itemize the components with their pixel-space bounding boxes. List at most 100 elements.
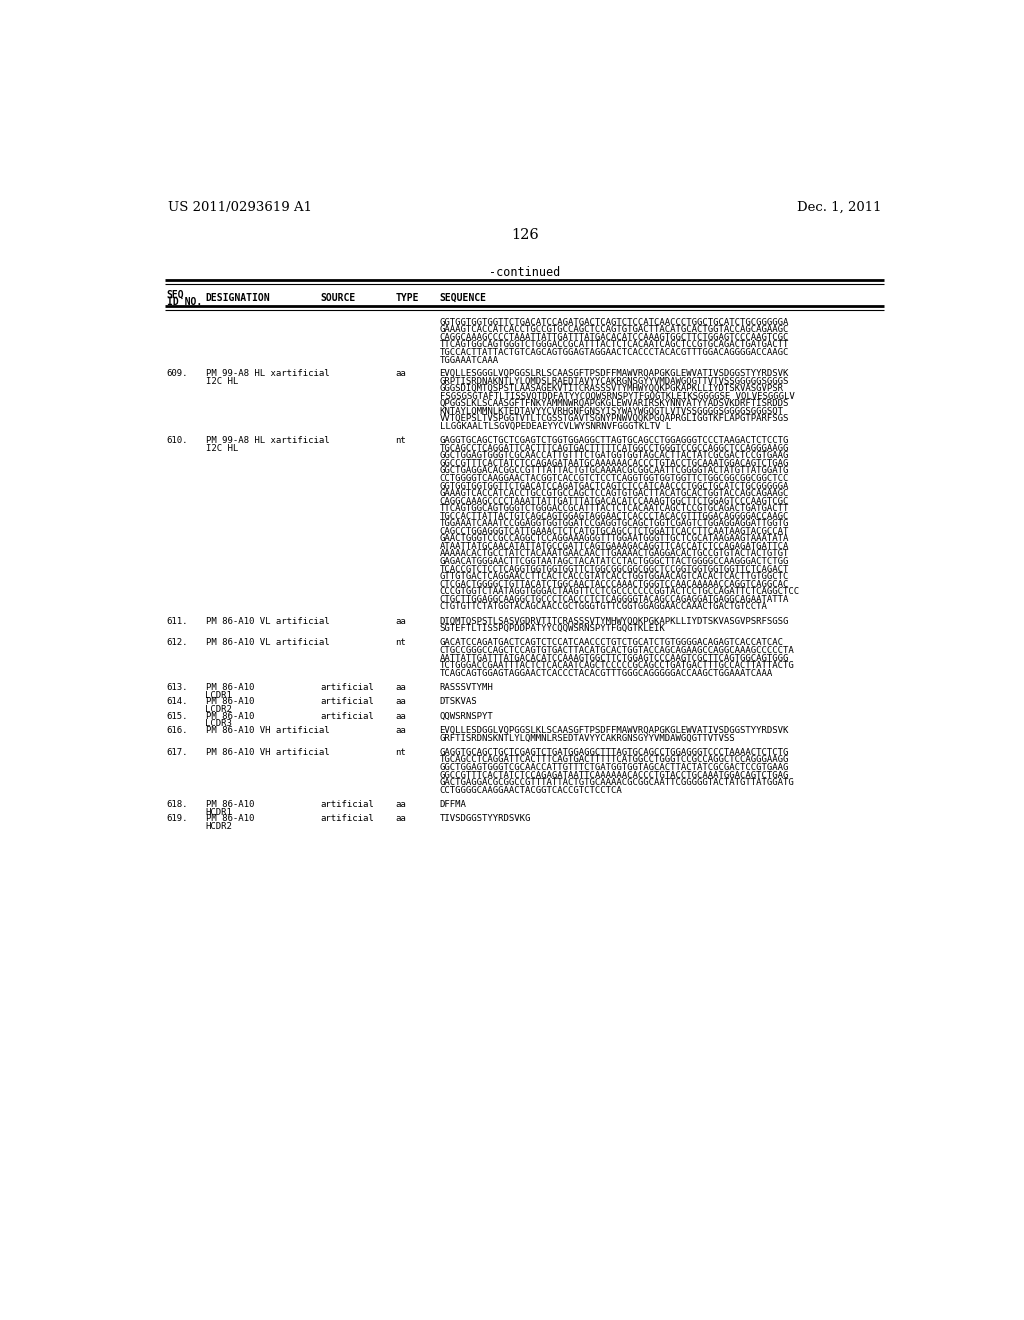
Text: DIQMTQSPSTLSASVGDRVTITCRASSSVTYMHWYQQKPGKAPKLLIYDTSKVASGVPSRFSGSG: DIQMTQSPSTLSASVGDRVTITCRASSSVTYMHWYQQKPG… xyxy=(439,616,788,626)
Text: TGGAAATCAAATCCGGAGGTGGTGGATCCGAGGTGCAGCTGGTCGAGTCTGGAGGAGGATTGGTG: TGGAAATCAAATCCGGAGGTGGTGGATCCGAGGTGCAGCT… xyxy=(439,519,788,528)
Text: LCDR2: LCDR2 xyxy=(206,705,232,714)
Text: PM 86-A10: PM 86-A10 xyxy=(206,697,254,706)
Text: aa: aa xyxy=(395,814,407,824)
Text: ATAATTATGCAACATATTATGCCGATTCAGTGAAAGACAGGTTCACCATCTCCAGAGATGATTCA: ATAATTATGCAACATATTATGCCGATTCAGTGAAAGACAG… xyxy=(439,543,788,550)
Text: 613.: 613. xyxy=(167,682,188,692)
Text: PM 86-A10: PM 86-A10 xyxy=(206,711,254,721)
Text: artificial: artificial xyxy=(321,711,374,721)
Text: TGGAAATCAAA: TGGAAATCAAA xyxy=(439,355,499,364)
Text: GAAAGTCACCATCACCTGCCGTGCCAGCTCCAGTGTGACTTACATGCACTGGTACCAGCAGAAGC: GAAAGTCACCATCACCTGCCGTGCCAGCTCCAGTGTGACT… xyxy=(439,490,788,498)
Text: CTCGACTGGGGCTGTTACATCTGGCAACTACCCAAACTGGGTCCAACAAAAACCAGGTCAGGCAC: CTCGACTGGGGCTGTTACATCTGGCAACTACCCAAACTGG… xyxy=(439,579,788,589)
Text: GTTGTGACTCAGGAACCTTCACTCACCGTATCACCTGGTGGAACAGTCACACTCACTTGTGGCTC: GTTGTGACTCAGGAACCTTCACTCACCGTATCACCTGGTG… xyxy=(439,572,788,581)
Text: GRPTISRDNAKNTLYLQMDSLRAEDTAVYYCAKRGNSGYYVMDAWGQGTTVTVSSGGGGGSGGGS: GRPTISRDNAKNTLYLQMDSLRAEDTAVYYCAKRGNSGYY… xyxy=(439,376,788,385)
Text: GACTGAGGACGCGGCCGTTTATTACTGTGCAAAACGCGGCAATTCGGGGGTACTATGTTATGGATG: GACTGAGGACGCGGCCGTTTATTACTGTGCAAAACGCGGC… xyxy=(439,777,795,787)
Text: TYPE: TYPE xyxy=(395,293,419,304)
Text: VVTQEPSLTVSPGGTVTLTCGSSTGAVTSGNYPNWVQQKPGQAPRGLIGGTKFLAPGTPARFSGS: VVTQEPSLTVSPGGTVTLTCGSSTGAVTSGNYPNWVQQKP… xyxy=(439,414,788,424)
Text: CCTGGGGCAAGGAACTACGGTCACCGTCTCCTCA: CCTGGGGCAAGGAACTACGGTCACCGTCTCCTCA xyxy=(439,785,623,795)
Text: 126: 126 xyxy=(511,227,539,242)
Text: GGGSDIQMTQSPSTLAASAGEKVTITCRASSSVTYMHWYQQKPGKAPKLLIYDTSKVASGVPSR: GGGSDIQMTQSPSTLAASAGEKVTITCRASSSVTYMHWYQ… xyxy=(439,384,783,393)
Text: LLGGKAALTLSGVQPEDEAEYYCVLWYSNRNVFGGGTKLTV L: LLGGKAALTLSGVQPEDEAEYYCVLWYSNRNVFGGGTKLT… xyxy=(439,422,671,430)
Text: I2C HL: I2C HL xyxy=(206,444,238,453)
Text: EVQLLESGGGLVQPGGSLRLSCAASGFTPSDFFMAWVRQAPGKGLEWVATIVSDGGSTYYRDSVK: EVQLLESGGGLVQPGGSLRLSCAASGFTPSDFFMAWVRQA… xyxy=(439,370,788,378)
Text: aa: aa xyxy=(395,697,407,706)
Text: SOURCE: SOURCE xyxy=(321,293,355,304)
Text: DFFMA: DFFMA xyxy=(439,800,466,809)
Text: AATTATTGATTTATGACACATCCAAAGTGGCTTCTGGAGTCCCAAGTCGCTTCAGTGGCAGTGGG: AATTATTGATTTATGACACATCCAAAGTGGCTTCTGGAGT… xyxy=(439,653,788,663)
Text: TTCAGTGGCAGTGGGTCTGGGACCGCATTTACTCTCACAATCAGCTCCGTGCAGACTGATGACTT: TTCAGTGGCAGTGGGTCTGGGACCGCATTTACTCTCACAA… xyxy=(439,341,788,350)
Text: 609.: 609. xyxy=(167,370,188,378)
Text: PM 86-A10: PM 86-A10 xyxy=(206,800,254,809)
Text: aa: aa xyxy=(395,616,407,626)
Text: CTGCTTGGAGGCAAGGCTGCCCTCACCCTCTCAGGGGTACAGCCAGAGGATGAGGCAGAATATTA: CTGCTTGGAGGCAAGGCTGCCCTCACCCTCTCAGGGGTAC… xyxy=(439,595,788,603)
Text: artificial: artificial xyxy=(321,800,374,809)
Text: US 2011/0293619 A1: US 2011/0293619 A1 xyxy=(168,201,312,214)
Text: 619.: 619. xyxy=(167,814,188,824)
Text: SGTEFTLTISSPQPDDPATYYCQQWSRNSPYTFGQGTKLEIK: SGTEFTLTISSPQPDDPATYYCQQWSRNSPYTFGQGTKLE… xyxy=(439,624,666,634)
Text: aa: aa xyxy=(395,711,407,721)
Text: GGCTGAGGACACGGCCGTTTATTACTGTGCAAAACGCGGCAATTCGGGGTACTATGTTATGGATG: GGCTGAGGACACGGCCGTTTATTACTGTGCAAAACGCGGC… xyxy=(439,466,788,475)
Text: Dec. 1, 2011: Dec. 1, 2011 xyxy=(797,201,882,214)
Text: PM 99-A8 HL xartificial: PM 99-A8 HL xartificial xyxy=(206,437,329,445)
Text: -continued: -continued xyxy=(489,267,560,280)
Text: DESIGNATION: DESIGNATION xyxy=(206,293,270,304)
Text: I2C HL: I2C HL xyxy=(206,376,238,385)
Text: CAGCCTGGAGGGTCATTGAAACTCTCATGTGCAGCCTCTGGATTCACCTTCAATAAGTACGCCAT: CAGCCTGGAGGGTCATTGAAACTCTCATGTGCAGCCTCTG… xyxy=(439,527,788,536)
Text: aa: aa xyxy=(395,726,407,735)
Text: 615.: 615. xyxy=(167,711,188,721)
Text: HCDR2: HCDR2 xyxy=(206,822,232,830)
Text: artificial: artificial xyxy=(321,814,374,824)
Text: TCACCGTCTCCTCAGGTGGTGGTGGTTCTGGCGGCGGCGGCTCCGGTGGTGGTGGTTCTCAGACT: TCACCGTCTCCTCAGGTGGTGGTGGTTCTGGCGGCGGCGG… xyxy=(439,565,788,574)
Text: CCCGTGGTCTAATAGGTGGGACTAAGTTCCTCGCCCCCCCGGTACTCCTGCCAGATTCTCAGGCTCC: CCCGTGGTCTAATAGGTGGGACTAAGTTCCTCGCCCCCCC… xyxy=(439,587,800,597)
Text: CTGCCGGGCCAGCTCCAGTGTGACTTACATGCACTGGTACCAGCAGAAGCCAGGCAAAGCCCCCTA: CTGCCGGGCCAGCTCCAGTGTGACTTACATGCACTGGTAC… xyxy=(439,645,795,655)
Text: GAAAGTCACCATCACCTGCCGTGCCAGCTCCAGTGTGACTTACATGCACTGGTACCAGCAGAAGC: GAAAGTCACCATCACCTGCCGTGCCAGCTCCAGTGTGACT… xyxy=(439,325,788,334)
Text: GAGACATGGGAACTTCGGTAATAGCTACATATCCTACTGGGCTTACTGGGGCCAAGGGACTCTGG: GAGACATGGGAACTTCGGTAATAGCTACATATCCTACTGG… xyxy=(439,557,788,566)
Text: 610.: 610. xyxy=(167,437,188,445)
Text: GGTGGTGGTGGTTCTGACATCCAGATGACTCAGTCTCCATCAACCCTGGCTGCATCTGCGGGGGA: GGTGGTGGTGGTTCTGACATCCAGATGACTCAGTCTCCAT… xyxy=(439,318,788,327)
Text: GRFTISRDNSKNTLYLQMMNLRSEDTAVYYCAKRGNSGYYVMDAWGQGTTVTVSS: GRFTISRDNSKNTLYLQMMNLRSEDTAVYYCAKRGNSGYY… xyxy=(439,734,735,743)
Text: PM 86-A10 VL artificial: PM 86-A10 VL artificial xyxy=(206,639,329,648)
Text: TCAGCAGTGGAGTAGGAACTCACCCTACACGTTTGGGCAGGGGGACCAAGCTGGAAATCAAA: TCAGCAGTGGAGTAGGAACTCACCCTACACGTTTGGGCAG… xyxy=(439,669,773,677)
Text: aa: aa xyxy=(395,800,407,809)
Text: 617.: 617. xyxy=(167,748,188,756)
Text: GACATCCAGATGACTCAGTCTCCATCAACCCTGTCTGCATCTGTGGGGACAGAGTCACCATCAC: GACATCCAGATGACTCAGTCTCCATCAACCCTGTCTGCAT… xyxy=(439,639,783,648)
Text: TGCCACTTATTACTGTCAGCAGTGGAGTAGGAACTCACCCTACACGTTTGGACAGGGGACCAAGC: TGCCACTTATTACTGTCAGCAGTGGAGTAGGAACTCACCC… xyxy=(439,512,788,520)
Text: CAGGCAAAGCCCCTAAATTATTGATTTATGACACATCCAAAGTGGCTTCTGGAGTCCCAAGTCGC: CAGGCAAAGCCCCTAAATTATTGATTTATGACACATCCAA… xyxy=(439,496,788,506)
Text: GAACTGGGTCCGCCAGGCTCCAGGAAAGGGTTTGGAATGGGTTGCTCGCATAAGAAGTAAATATA: GAACTGGGTCCGCCAGGCTCCAGGAAAGGGTTTGGAATGG… xyxy=(439,535,788,544)
Text: 611.: 611. xyxy=(167,616,188,626)
Text: nt: nt xyxy=(395,748,407,756)
Text: 614.: 614. xyxy=(167,697,188,706)
Text: 618.: 618. xyxy=(167,800,188,809)
Text: PM 86-A10 VH artificial: PM 86-A10 VH artificial xyxy=(206,748,329,756)
Text: TTCAGTGGCAGTGGGTCTGGGACCGCATTTACTCTCACAATCAGCTCCGTGCAGACTGATGACTT: TTCAGTGGCAGTGGGTCTGGGACCGCATTTACTCTCACAA… xyxy=(439,504,788,513)
Text: RASSSVTYMH: RASSSVTYMH xyxy=(439,682,494,692)
Text: artificial: artificial xyxy=(321,682,374,692)
Text: HCDR1: HCDR1 xyxy=(206,808,232,817)
Text: SEQUENCE: SEQUENCE xyxy=(439,293,486,304)
Text: GGCCGTTTCACTATCTCCAGAGATAATGCAAAAAACACCCTGTACCTGCAAATGGACAGTCTGAG: GGCCGTTTCACTATCTCCAGAGATAATGCAAAAAACACCC… xyxy=(439,459,788,467)
Text: nt: nt xyxy=(395,639,407,648)
Text: DTSKVAS: DTSKVAS xyxy=(439,697,477,706)
Text: PM 86-A10 VL artificial: PM 86-A10 VL artificial xyxy=(206,616,329,626)
Text: TGCAGCCTCAGGATTCACTTTCAGTGACTTTTTCATGGCCTGGGTCCGCCAGGCTCCAGGGAAGG: TGCAGCCTCAGGATTCACTTTCAGTGACTTTTTCATGGCC… xyxy=(439,444,788,453)
Text: aa: aa xyxy=(395,370,407,378)
Text: PM 86-A10 VH artificial: PM 86-A10 VH artificial xyxy=(206,726,329,735)
Text: PM 86-A10: PM 86-A10 xyxy=(206,814,254,824)
Text: ID NO.: ID NO. xyxy=(167,297,202,308)
Text: EVQLLESDGGLVQPGGSLKLSCAASGFTPSDFFMAWVRQAPGKGLEWVATIVSDGGSTYYRDSVK: EVQLLESDGGLVQPGGSLKLSCAASGFTPSDFFMAWVRQA… xyxy=(439,726,788,735)
Text: 616.: 616. xyxy=(167,726,188,735)
Text: SEQ: SEQ xyxy=(167,289,184,300)
Text: 612.: 612. xyxy=(167,639,188,648)
Text: AAAAACACTGCCTATCTACAAATGAACAACTTGAAAACTGAGGACACTGCCGTGTACTACTGTGT: AAAAACACTGCCTATCTACAAATGAACAACTTGAAAACTG… xyxy=(439,549,788,558)
Text: GAGGTGCAGCTGCTCGAGTCTGGTGGAGGCTTAGTGCAGCCTGGAGGGTCCCTAAGACTCTCCTG: GAGGTGCAGCTGCTCGAGTCTGGTGGAGGCTTAGTGCAGC… xyxy=(439,437,788,445)
Text: PM 86-A10: PM 86-A10 xyxy=(206,682,254,692)
Text: CCTGGGGTCAAGGAACTACGGTCACCGTCTCCTCAGGTGGTGGTGGTTCTGGCGGCGGCGGCTCC: CCTGGGGTCAAGGAACTACGGTCACCGTCTCCTCAGGTGG… xyxy=(439,474,788,483)
Text: QQWSRNSPYT: QQWSRNSPYT xyxy=(439,711,494,721)
Text: LCDR3: LCDR3 xyxy=(206,719,232,729)
Text: CAGGCAAAGCCCCTAAATTATTGATTTATGACACATCCAAAGTGGCTTCTGGAGTCCCAAGTCGC: CAGGCAAAGCCCCTAAATTATTGATTTATGACACATCCAA… xyxy=(439,333,788,342)
Text: CTGTGTTCTATGGTACAGCAACCGCTGGGTGTTCGGTGGAGGAACCAAACTGACTGTCCTA: CTGTGTTCTATGGTACAGCAACCGCTGGGTGTTCGGTGGA… xyxy=(439,602,767,611)
Text: TGCAGCCTCAGGATTCACTTTCAGTGACTTTTTCATGGCCTGGGTCCGCCAGGCTCCAGGGAAGG: TGCAGCCTCAGGATTCACTTTCAGTGACTTTTTCATGGCC… xyxy=(439,755,788,764)
Text: TIVSDGGSTYYRDSVKG: TIVSDGGSTYYRDSVKG xyxy=(439,814,530,824)
Text: GGTGGTGGTGGTTCTGACATCCAGATGACTCAGTCTCCATCAACCCTGGCTGCATCTGCGGGGGA: GGTGGTGGTGGTTCTGACATCCAGATGACTCAGTCTCCAT… xyxy=(439,482,788,491)
Text: TCTGGGACCGAATTTACTCTCACAATCAGCTCCCCCGCAGCCTGATGACTTTGCCACTTATTACTG: TCTGGGACCGAATTTACTCTCACAATCAGCTCCCCCGCAG… xyxy=(439,661,795,671)
Text: GGCTGGAGTGGGTCGCAACCATTGTTTCTGATGGTGGTAGCACTTACTATCGCGACTCCGTGAAG: GGCTGGAGTGGGTCGCAACCATTGTTTCTGATGGTGGTAG… xyxy=(439,763,788,772)
